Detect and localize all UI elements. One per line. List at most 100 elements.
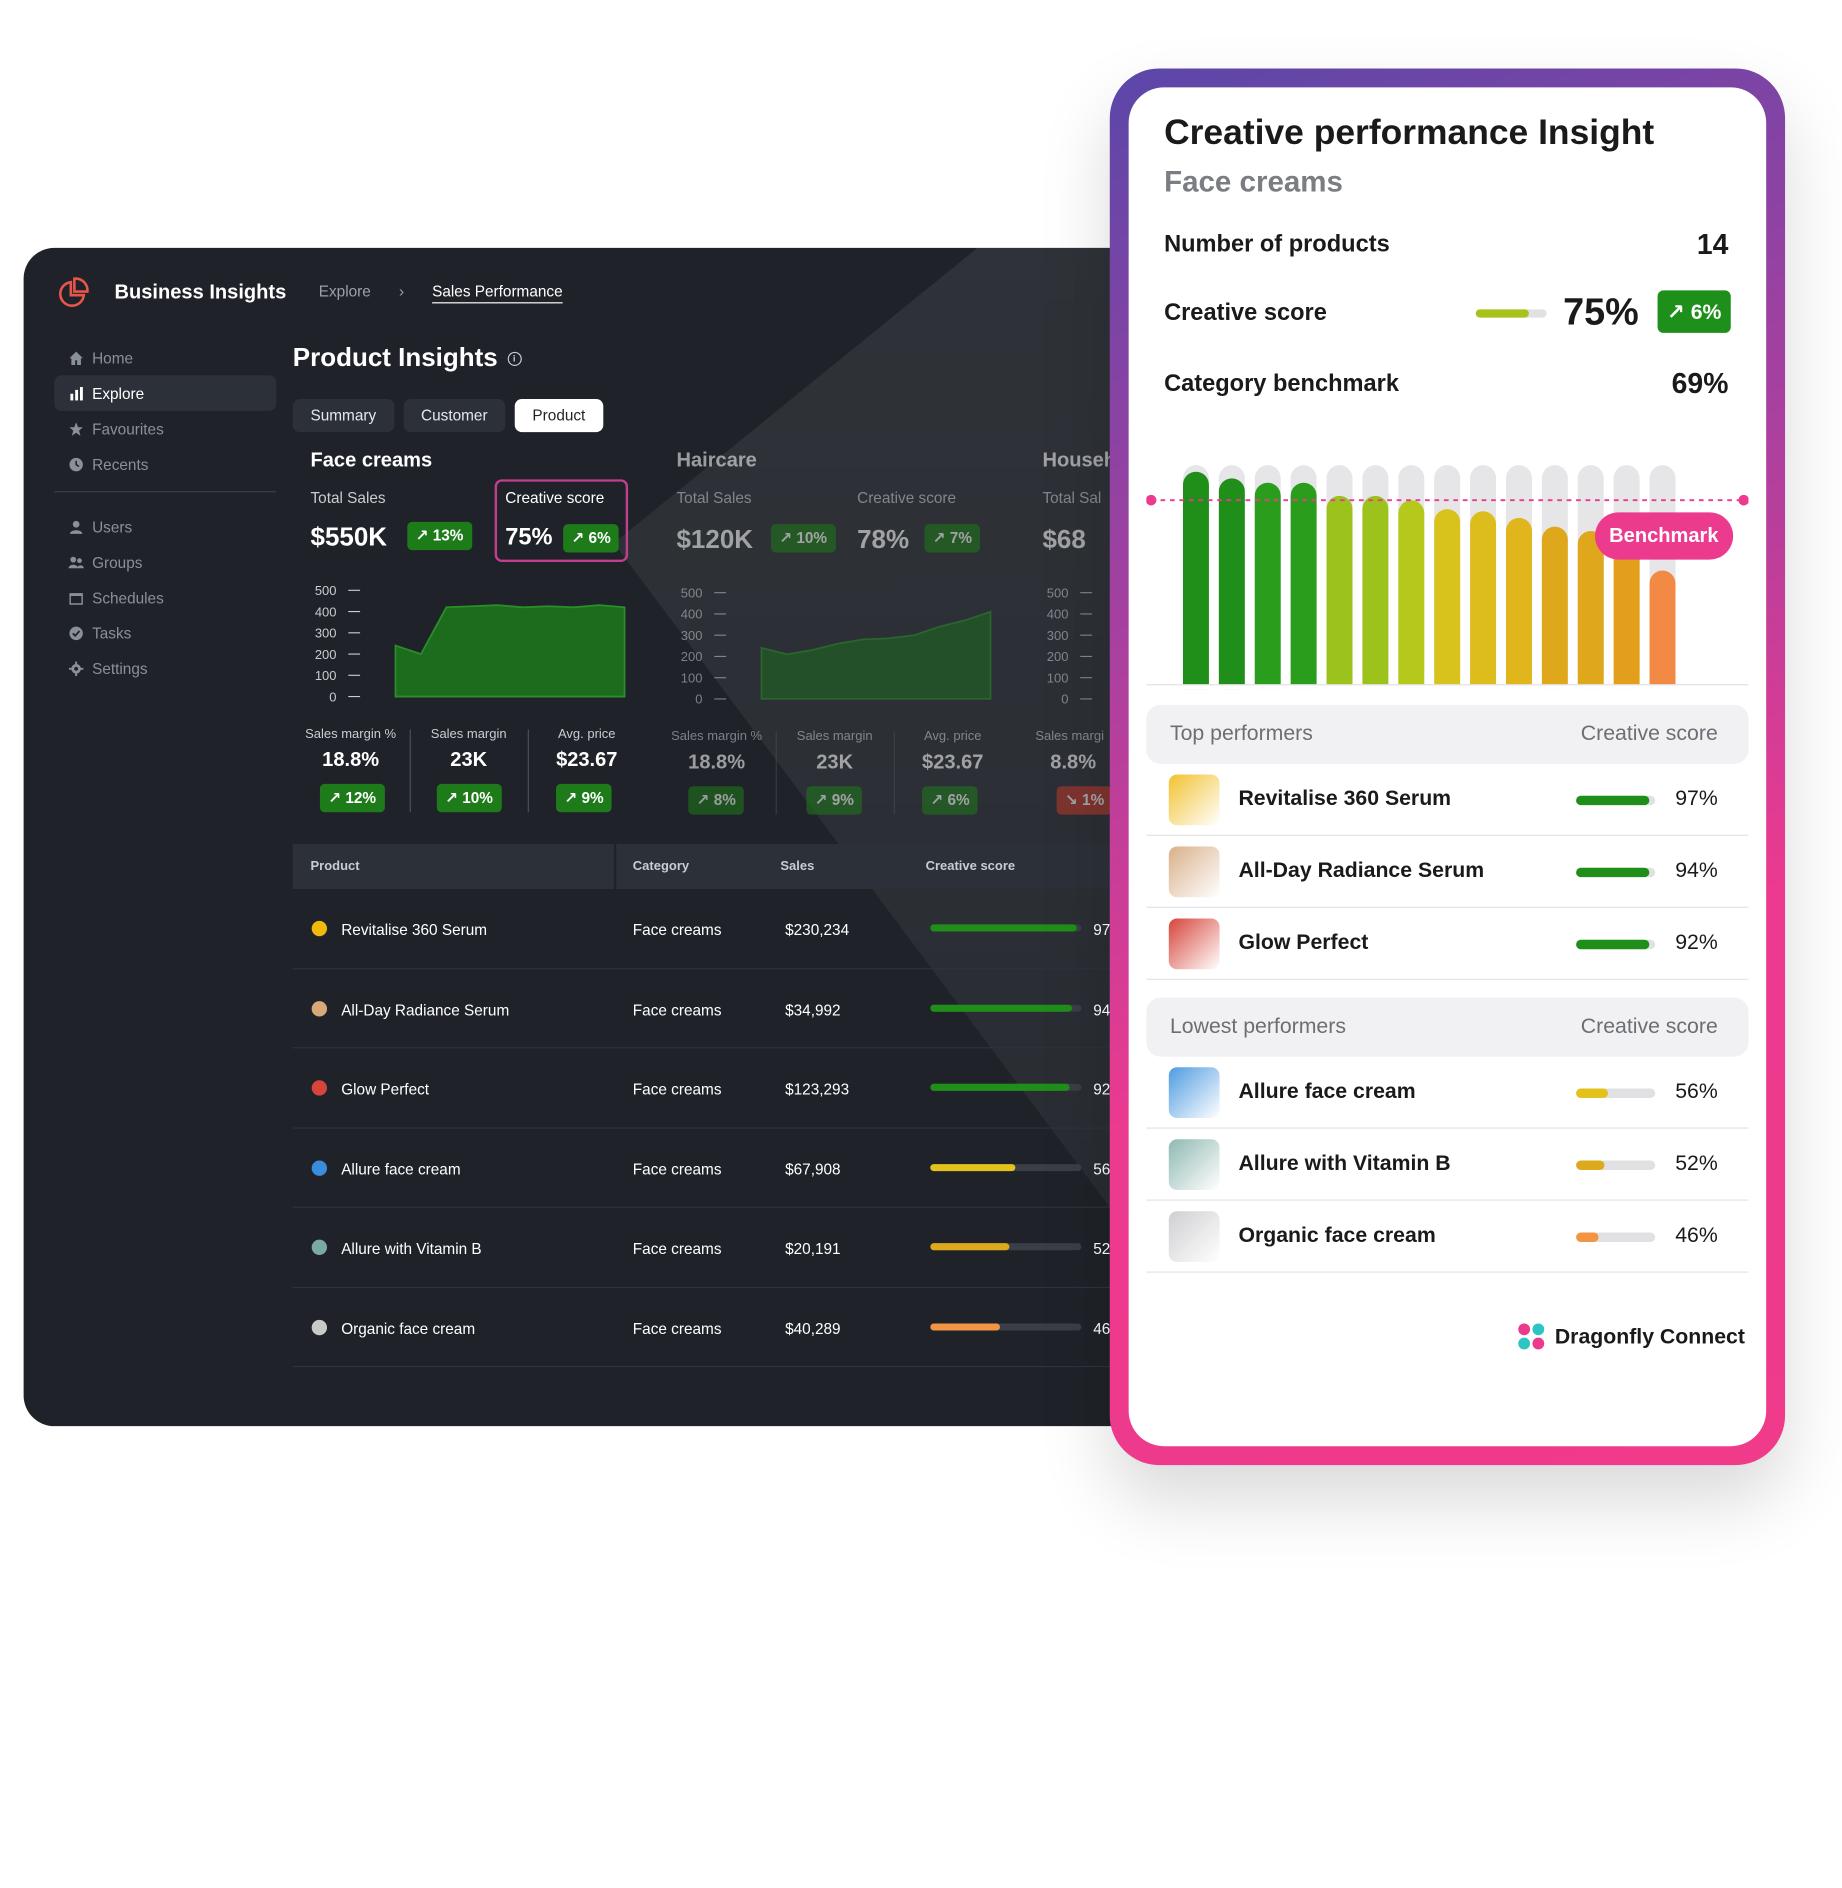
delta-text: 13%	[432, 526, 464, 545]
performer-score-value: 56%	[1675, 1079, 1718, 1103]
metric-label: Sales margin	[796, 729, 873, 744]
column-header-sales[interactable]: Sales	[780, 859, 815, 874]
performer-row[interactable]: Revitalise 360 Serum 97%	[1146, 764, 1749, 836]
sales-area	[394, 604, 626, 698]
metric-label: Sales margin %	[671, 729, 763, 744]
delta-text: 6%	[1690, 299, 1722, 324]
creative-score-delta-badge: ↗ 6%	[563, 524, 620, 553]
performer-row[interactable]: Allure face cream 56%	[1146, 1057, 1749, 1129]
creative-score-highlight[interactable]	[494, 479, 629, 562]
table-row[interactable]: Glow Perfect Face creams $123,293 92	[292, 1048, 1205, 1129]
delta-text: 7%	[949, 528, 973, 547]
lowest-performers-header: Lowest performers Creative score	[1146, 997, 1749, 1057]
sales-area-chart: 500 400 300 200 100 0	[676, 581, 995, 711]
table-row[interactable]: Revitalise 360 Serum Face creams $230,234 9…	[292, 889, 1205, 969]
performer-score-bar-fill	[1576, 1088, 1608, 1098]
sidebar-item-recents[interactable]: Recents	[54, 446, 276, 481]
bar-chart-icon	[70, 386, 83, 400]
performer-row[interactable]: Glow Perfect 92%	[1146, 908, 1749, 980]
metric-divider	[409, 729, 411, 813]
y-tick-label: 300	[1047, 628, 1069, 643]
group-icon	[68, 556, 84, 568]
metric-value: 8.8%	[1050, 750, 1097, 774]
product-category: Face creams	[632, 1159, 722, 1178]
total-sales-delta-badge: ↗ 10%	[770, 524, 836, 553]
table-row[interactable]: Organic face cream Face creams $40,289 46	[292, 1287, 1205, 1368]
metric-label: Sales margin %	[305, 727, 397, 742]
table-row[interactable]: Allure with Vitamin B Face creams $20,191 5…	[292, 1208, 1205, 1288]
metric-delta-badge: ↗ 12%	[319, 783, 385, 813]
table-body: Revitalise 360 Serum Face creams $230,234 9…	[292, 889, 1205, 1368]
creative-score-bar	[930, 1322, 1082, 1330]
product-thumbnail	[1168, 918, 1220, 970]
performer-score-value: 97%	[1675, 786, 1718, 810]
footer-brand-text: Dragonfly Connect	[1554, 1324, 1745, 1348]
product-name: All-Day Radiance Serum	[341, 1000, 510, 1019]
tab-product[interactable]: Product	[514, 399, 604, 433]
creative-score-value: 94	[1093, 1000, 1111, 1019]
score-bar	[1541, 526, 1568, 690]
performer-name: Organic face cream	[1238, 1223, 1436, 1247]
metric-delta-badge: ↗ 8%	[688, 786, 745, 815]
area-chart-svg: 500 400 300 200 100 0	[1047, 585, 1093, 707]
info-icon[interactable]: i	[507, 352, 522, 367]
y-tick-label: 200	[315, 647, 337, 662]
total-sales-delta-badge: ↗ 13%	[407, 521, 472, 551]
sidebar-item-schedules[interactable]: Schedules	[54, 580, 276, 615]
column-header-product[interactable]: Product	[310, 859, 360, 874]
metric-label: Avg. price	[557, 727, 616, 742]
y-tick-label: 300	[315, 626, 337, 641]
breadcrumb-explore[interactable]: Explore	[318, 282, 371, 300]
metric-value: $23.67	[556, 748, 618, 771]
user-icon	[69, 520, 83, 534]
column-header-creative-score[interactable]: Creative score	[925, 859, 1016, 874]
sidebar-item-groups[interactable]: Groups	[54, 544, 276, 579]
performer-score-bar	[1576, 867, 1656, 878]
category-card-haircare[interactable]: Haircare Total Sales $120K ↗ 10% Creativ…	[671, 449, 1018, 815]
performer-row[interactable]: Organic face cream 46%	[1146, 1201, 1749, 1273]
sidebar-item-settings[interactable]: Settings	[54, 651, 276, 686]
category-card-face-creams[interactable]: Face creams Total Sales $550K ↗ 13% Crea…	[305, 448, 652, 813]
product-table: Product Category Sales Creative score Re…	[292, 844, 1205, 1368]
sidebar-item-users[interactable]: Users	[54, 509, 276, 544]
performer-row[interactable]: Allure with Vitamin B 52%	[1146, 1129, 1749, 1201]
sidebar-item-home[interactable]: Home	[54, 340, 276, 375]
score-bar	[1326, 495, 1353, 690]
top-performers-title: Top performers	[1169, 721, 1313, 745]
sales-area-chart: 500 400 300 200 100 0	[1042, 581, 1204, 711]
tab-customer[interactable]: Customer	[403, 399, 506, 433]
num-products-row: Number of products 14	[1164, 229, 1728, 261]
sidebar: Home Explore Favourites Recents Users Gr…	[54, 340, 277, 686]
benchmark-label-pill: Benchmark	[1594, 512, 1733, 560]
tab-summary[interactable]: Summary	[292, 399, 394, 433]
y-tick-label: 0	[695, 692, 702, 707]
sidebar-item-favourites[interactable]: Favourites	[54, 411, 276, 446]
product-category: Face creams	[632, 1080, 722, 1098]
performer-score-bar	[1576, 1160, 1656, 1170]
y-tick-label: 200	[1047, 649, 1069, 664]
score-bar	[1613, 537, 1640, 690]
creative-score-delta-badge: ↗ 6%	[1657, 290, 1731, 333]
sidebar-item-explore[interactable]: Explore	[54, 375, 277, 411]
score-bar	[1398, 500, 1425, 690]
page-title-text: Product Insights	[292, 342, 498, 372]
column-header-category[interactable]: Category	[632, 859, 690, 874]
category-card-household[interactable]: Househ Total Sal $68 500 400 300 200 100 0 Sa…	[1035, 448, 1204, 815]
y-tick-label: 500	[681, 585, 703, 600]
card-title: Face creams	[310, 448, 433, 472]
creative-insight-panel: Creative performance Insight Face creams…	[1128, 87, 1767, 1447]
y-tick-label: 400	[681, 607, 703, 622]
breadcrumb-sales-performance[interactable]: Sales Performance	[432, 282, 563, 300]
performer-row[interactable]: All-Day Radiance Serum 94%	[1146, 836, 1749, 908]
metric-divider	[893, 731, 895, 815]
table-row[interactable]: Allure face cream Face creams $67,908 56	[292, 1128, 1205, 1208]
creative-score-label: Creative score	[857, 488, 957, 507]
table-row[interactable]: All-Day Radiance Serum Face creams $34,992…	[292, 969, 1205, 1049]
product-sales: $34,992	[785, 1000, 841, 1019]
metric-delta-badge: ↘ 1%	[1056, 786, 1113, 815]
product-name: Revitalise 360 Serum	[341, 920, 488, 939]
metric-value: 18.8%	[322, 748, 380, 771]
card-title: Househ	[1042, 448, 1117, 472]
performer-score-value: 92%	[1675, 930, 1718, 954]
sidebar-item-tasks[interactable]: Tasks	[54, 615, 276, 650]
